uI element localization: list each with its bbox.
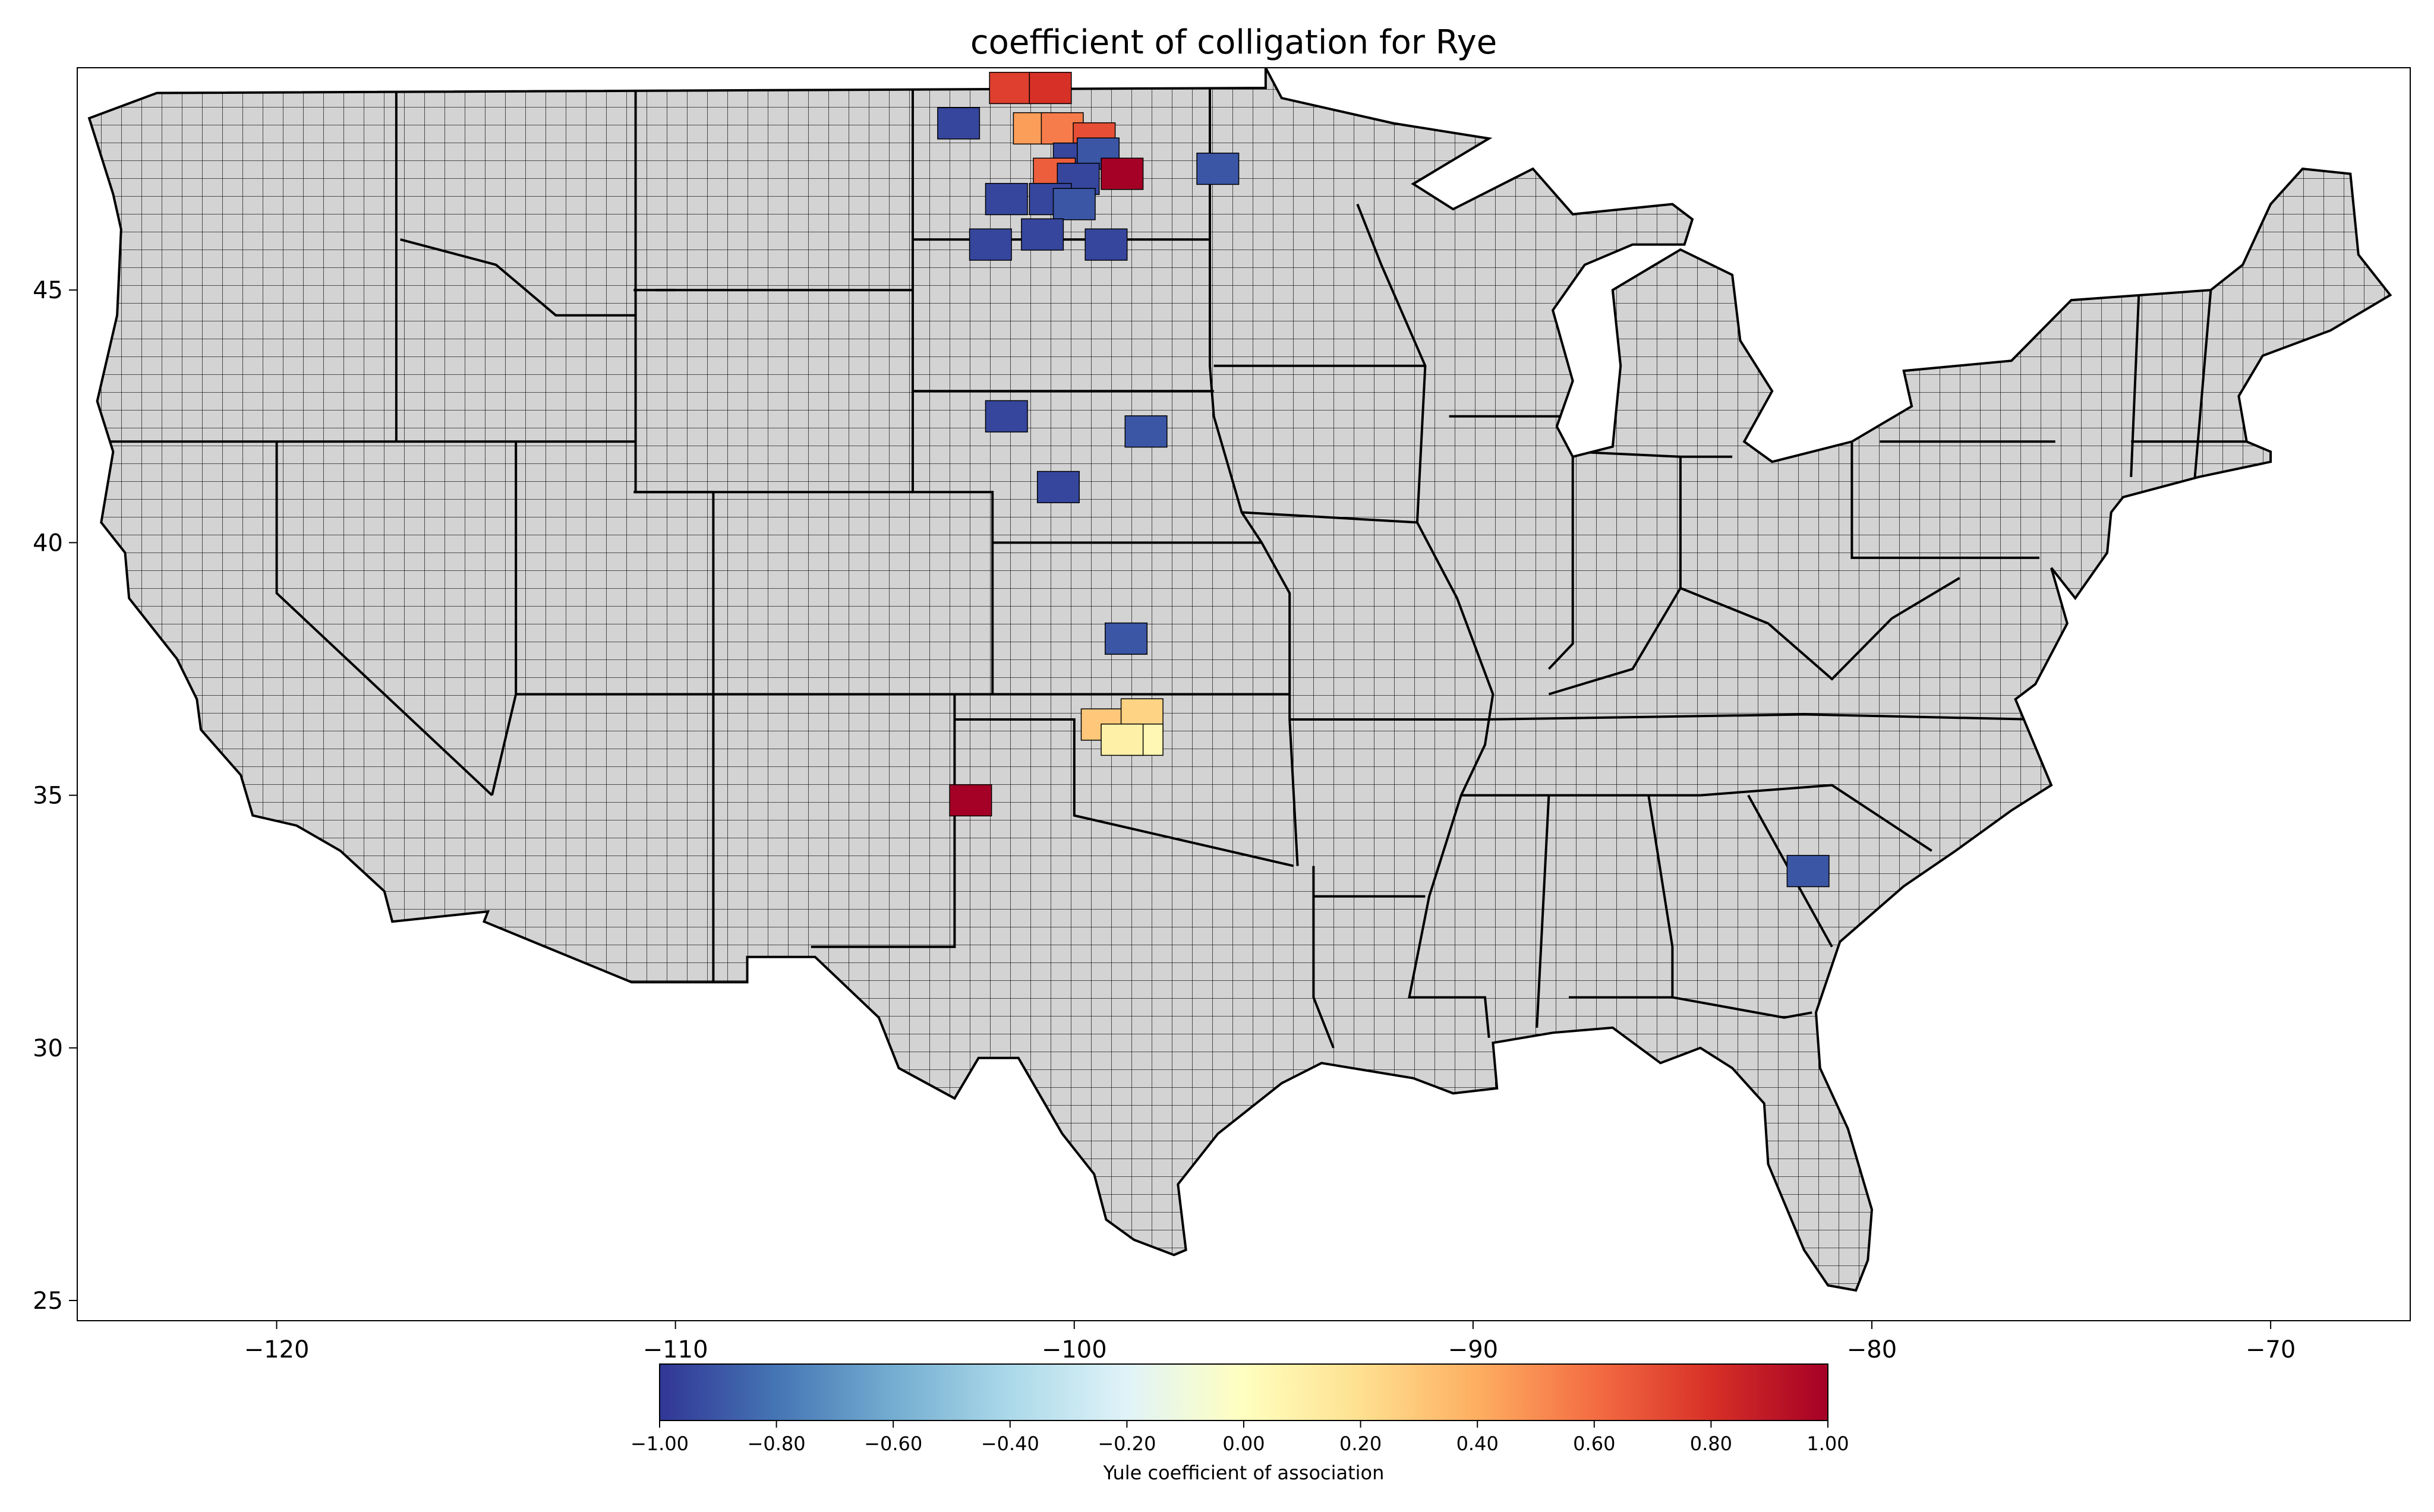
x-tick-label: −100	[1042, 1336, 1107, 1363]
county-cell	[969, 228, 1012, 261]
colorbar-tick-label: 0.40	[1456, 1432, 1499, 1455]
y-tick-label: 25	[33, 1287, 63, 1315]
state-line	[1536, 795, 1550, 1028]
state-line	[1312, 866, 1335, 1049]
colorbar-tick-label: −0.80	[748, 1432, 806, 1455]
x-tick-label: −110	[643, 1336, 708, 1363]
colorbar-ticks: −1.00 −0.80 −0.60 −0.40 −0.20 0.00 0.20 0.40 0.6…	[630, 1421, 1849, 1455]
colorbar-tick-label: 0.60	[1573, 1432, 1615, 1455]
colorbar-label: Yule coefficient of association	[1103, 1462, 1385, 1484]
county-cell	[1786, 855, 1830, 888]
state-line	[1569, 795, 1674, 999]
county-cell	[985, 400, 1028, 433]
colorbar-tick-label: 1.00	[1806, 1432, 1849, 1455]
county-cell	[989, 71, 1032, 105]
state-line	[1356, 203, 1495, 1038]
y-tick-label: 40	[33, 529, 63, 557]
county-cell	[1101, 723, 1144, 756]
y-tick-label: 30	[33, 1035, 63, 1062]
state-line	[1484, 713, 2036, 721]
county-cell	[1084, 228, 1128, 261]
x-tick-label: −120	[244, 1336, 310, 1363]
state-line	[811, 694, 956, 948]
county-cell	[937, 107, 980, 140]
state-line	[1209, 88, 1299, 866]
county-cell	[1105, 622, 1148, 655]
x-axis: −120 −110 −100 −90 −80 −70	[244, 1321, 2296, 1363]
state-line	[954, 718, 1294, 867]
colorbar-tick-label: −0.40	[981, 1432, 1039, 1455]
colorbar: −1.00 −0.80 −0.60 −0.40 −0.20 0.00 0.20 0.40 0.6…	[630, 1363, 1849, 1484]
map-title: coefficient of colligation for Rye	[970, 23, 1497, 62]
county-cell	[1052, 188, 1096, 220]
county-cell	[1124, 415, 1168, 448]
state-line	[1850, 441, 2039, 559]
county-cell	[949, 784, 992, 817]
colorbar-tick-label: 0.00	[1222, 1432, 1265, 1455]
state-line	[2193, 290, 2212, 477]
state-line	[2130, 290, 2140, 477]
state-line	[275, 441, 493, 797]
state-line	[400, 238, 636, 317]
y-tick-label: 45	[33, 277, 63, 304]
county-cell	[1021, 218, 1064, 251]
state-line	[1700, 784, 1932, 852]
county-cell	[1101, 157, 1144, 190]
y-tick-label: 35	[33, 782, 63, 810]
state-line	[1572, 450, 1733, 458]
colorbar-tick-label: 0.20	[1339, 1432, 1382, 1455]
state-line	[1241, 511, 1418, 524]
colorbar-gradient	[659, 1363, 1828, 1421]
state-line	[1547, 456, 1574, 670]
state-boundaries	[109, 88, 2271, 1049]
colorbar-tick-label: 0.80	[1690, 1432, 1732, 1455]
y-axis: 25 30 35 40 45	[33, 277, 77, 1315]
county-cell	[985, 182, 1028, 216]
highlighted-counties	[937, 71, 1830, 888]
colorbar-tick-label: −1.00	[630, 1432, 689, 1455]
colorbar-tick-label: −0.20	[1098, 1432, 1156, 1455]
colorbar-tick-label: −0.60	[864, 1432, 922, 1455]
county-cell	[1029, 71, 1072, 105]
x-tick-label: −90	[1448, 1336, 1498, 1363]
county-cell	[1036, 471, 1080, 503]
state-line	[1672, 996, 1812, 1019]
x-tick-label: −70	[2246, 1336, 2296, 1363]
county-cell	[1196, 152, 1240, 185]
state-line	[1548, 577, 1960, 696]
x-tick-label: −80	[1847, 1336, 1897, 1363]
